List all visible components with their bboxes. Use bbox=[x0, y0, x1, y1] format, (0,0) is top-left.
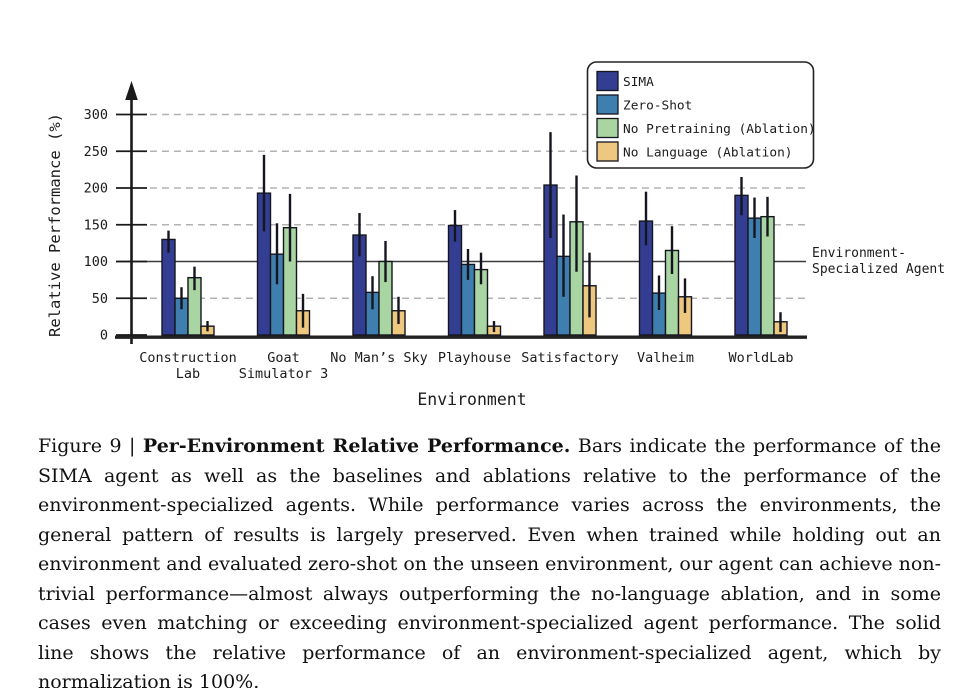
y-tick-label-100: 100 bbox=[84, 254, 108, 270]
x-tick-label-3: Playhouse bbox=[438, 350, 511, 366]
legend-label-0: SIMA bbox=[623, 75, 654, 90]
legend-label-1: Zero-Shot bbox=[623, 99, 692, 114]
y-tick-label-0: 0 bbox=[100, 328, 108, 344]
legend: SIMA Zero-Shot No Pretraining (Ablation) No… bbox=[586, 61, 816, 169]
caption-body: Bars indicate the performance of the SIM… bbox=[38, 435, 942, 688]
x-tick-label-2: No Man’s Sky bbox=[330, 350, 428, 366]
y-tick-label-250: 250 bbox=[84, 144, 108, 160]
legend-swatch-1 bbox=[596, 94, 619, 115]
x-tick-label-0: Construction Lab bbox=[139, 350, 237, 382]
y-axis-title: Relative Performance (%) bbox=[46, 113, 64, 337]
y-tick-label-150: 150 bbox=[84, 217, 108, 233]
legend-swatch-0 bbox=[596, 70, 619, 92]
legend-box bbox=[586, 61, 815, 169]
x-tick-label-5: Valheim bbox=[637, 350, 694, 366]
x-tick-label-1: Goat Simulator 3 bbox=[239, 350, 328, 382]
y-tick-label-300: 300 bbox=[84, 107, 108, 123]
x-axis-title: Environment bbox=[417, 390, 526, 409]
y-tick-label-50: 50 bbox=[92, 291, 108, 307]
x-tick-label-4: Satisfactory bbox=[521, 350, 619, 366]
x-tick-label-6: WorldLab bbox=[728, 350, 793, 366]
y-tick-label-200: 200 bbox=[84, 181, 108, 197]
figure-caption: Figure 9 | Per-Environment Relative Perf… bbox=[38, 432, 941, 688]
legend-swatch-3 bbox=[596, 141, 619, 162]
bar-sima-3 bbox=[447, 224, 463, 336]
legend-swatch-2 bbox=[596, 117, 619, 139]
legend-label-2: No Pretraining (Ablation) bbox=[623, 122, 816, 137]
legend-label-3: No Language (Ablation) bbox=[623, 146, 793, 161]
caption-figure-label: Figure 9 | bbox=[38, 435, 143, 457]
relative-performance-chart: 0 50 100 150 200 250 300 Construction Lab Goat Sim… bbox=[46, 61, 945, 409]
bar-sima-6 bbox=[734, 194, 749, 336]
caption-title: Per-Environment Relative Performance. bbox=[142, 435, 571, 457]
reference-line-annotation: Environment-Specialized Agent bbox=[812, 246, 945, 277]
y-axis-arrowhead bbox=[125, 81, 138, 100]
bar-sima-0 bbox=[161, 238, 176, 336]
